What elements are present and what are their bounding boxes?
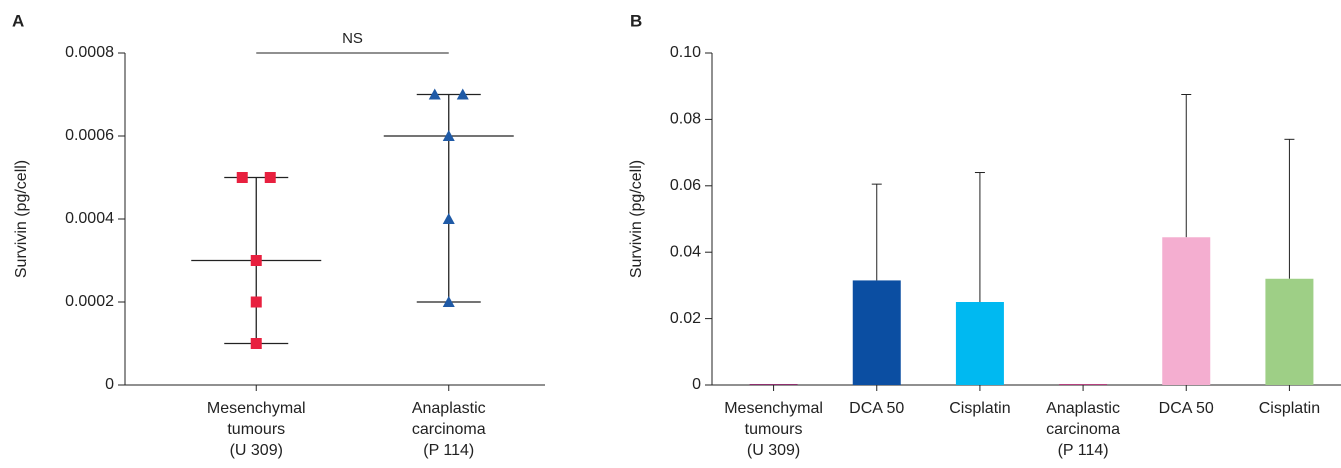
- x-tick-label: Anaplastic: [412, 400, 486, 417]
- y-axis-label: Survivin (pg/cell): [13, 160, 30, 278]
- bar: [1059, 384, 1108, 386]
- y-tick-label: 0: [692, 376, 701, 393]
- x-tick-label: Cisplatin: [949, 400, 1010, 417]
- x-tick-label: carcinoma: [1046, 421, 1120, 438]
- point: [250, 338, 262, 349]
- panel-label: A: [12, 11, 24, 30]
- point: [442, 296, 455, 307]
- x-tick-label: (U 309): [747, 442, 800, 459]
- x-tick-label: Mesenchymal: [207, 400, 306, 417]
- bar: [1265, 278, 1314, 385]
- y-axis-label: Survivin (pg/cell): [628, 160, 645, 278]
- x-tick-label: (P 114): [1058, 442, 1109, 459]
- point: [456, 88, 469, 100]
- x-tick-label: carcinoma: [412, 421, 486, 438]
- x-tick-label: tumours: [227, 421, 285, 438]
- x-tick-label: Cisplatin: [1259, 400, 1320, 417]
- x-tick-label: (U 309): [230, 442, 283, 459]
- y-tick-label: 0.0008: [65, 44, 114, 61]
- bar: [852, 280, 901, 385]
- y-tick-label: 0.08: [670, 111, 701, 128]
- point: [236, 172, 248, 183]
- point: [250, 255, 262, 266]
- y-tick-label: 0.0006: [65, 127, 114, 144]
- y-tick-label: 0.10: [670, 44, 701, 61]
- panel-label: B: [630, 11, 642, 30]
- point: [264, 172, 276, 183]
- x-tick-label: DCA 50: [1159, 400, 1214, 417]
- x-tick-label: DCA 50: [849, 400, 904, 417]
- x-tick-label: Mesenchymal: [724, 400, 823, 417]
- point: [250, 296, 262, 308]
- point: [428, 88, 441, 100]
- bar: [1162, 237, 1211, 385]
- y-tick-label: 0: [105, 376, 114, 393]
- y-tick-label: 0.02: [670, 310, 701, 327]
- y-tick-label: 0.06: [670, 177, 701, 194]
- y-tick-label: 0.0002: [65, 293, 114, 310]
- point: [442, 213, 455, 224]
- x-tick-label: Anaplastic: [1046, 400, 1120, 417]
- bar: [955, 302, 1004, 385]
- y-tick-label: 0.0004: [65, 210, 114, 227]
- annotation: NS: [342, 30, 363, 47]
- y-tick-label: 0.04: [670, 243, 701, 260]
- bar: [749, 384, 798, 386]
- x-tick-label: tumours: [745, 421, 803, 438]
- x-tick-label: (P 114): [423, 442, 474, 459]
- point: [442, 130, 455, 141]
